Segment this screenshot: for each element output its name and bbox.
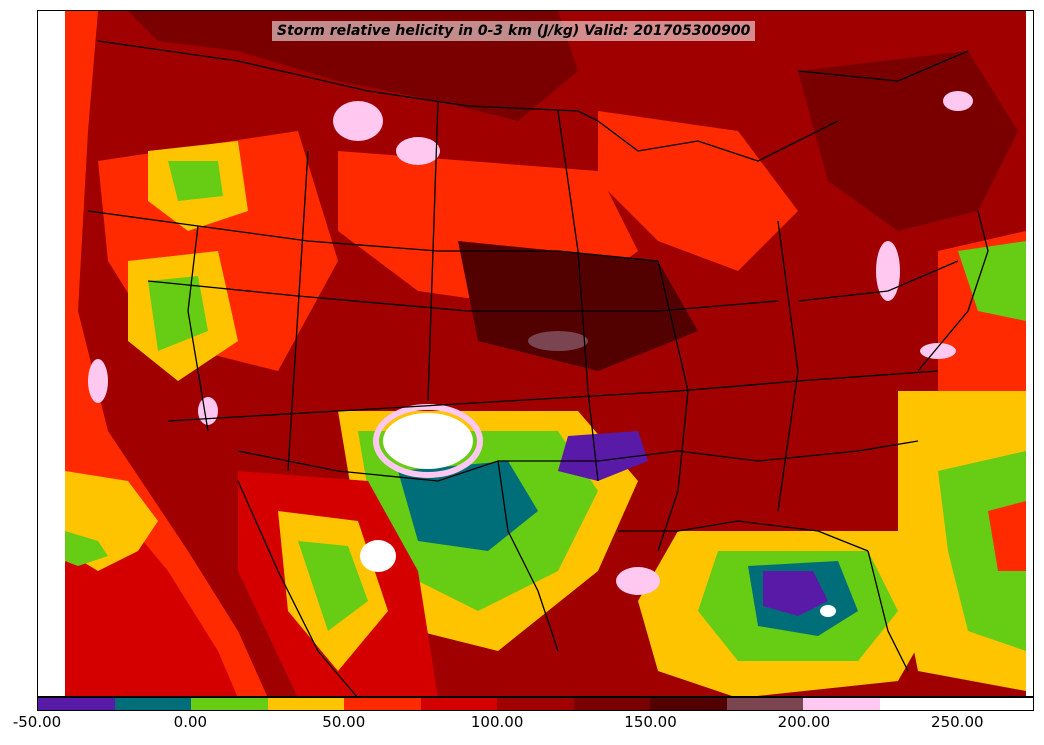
max-blob-west bbox=[88, 359, 108, 403]
political-borders bbox=[87, 40, 989, 696]
colorbar-segment bbox=[573, 698, 651, 710]
texas-teal bbox=[398, 461, 538, 551]
colorbar-segment bbox=[803, 698, 880, 710]
pacific-green-band bbox=[65, 531, 108, 566]
colorbar-tick-label: 50.00 bbox=[322, 713, 366, 731]
colorbar-segment bbox=[497, 698, 574, 710]
colorbar-segment bbox=[38, 698, 115, 710]
great-lakes-red bbox=[598, 111, 798, 271]
colorbar-tick-label: 0.00 bbox=[173, 713, 208, 731]
colorbar-segment bbox=[879, 698, 957, 710]
colorbar-segment bbox=[344, 698, 421, 710]
max-blob-kansas bbox=[383, 413, 473, 469]
atlantic-green-north bbox=[958, 241, 1026, 321]
max-blob-north bbox=[333, 101, 383, 141]
colorbar-tick-labels: -50.00 0.00 50.00 100.00 150.00 200.00 250.00 bbox=[0, 713, 1044, 735]
max-blob-canada bbox=[396, 137, 440, 165]
colorbar-tick-label: 250.00 bbox=[931, 713, 984, 731]
max-blob-arizona bbox=[198, 397, 218, 425]
mexico-green bbox=[298, 541, 368, 631]
colorbar-segment bbox=[191, 698, 268, 710]
max-blob-plains bbox=[528, 331, 588, 351]
colorbar bbox=[37, 697, 1034, 711]
map-layers bbox=[38, 11, 1026, 696]
max-blob-kansas-edge bbox=[373, 404, 483, 478]
central-dark bbox=[458, 241, 698, 371]
colorbar-segment bbox=[726, 698, 804, 710]
west-green-patches bbox=[168, 161, 223, 201]
colorbar-tick-label: 200.00 bbox=[777, 713, 831, 731]
max-blob-nm bbox=[360, 540, 396, 572]
colorbar-tick-label: -50.00 bbox=[12, 713, 62, 731]
gulf-purple bbox=[763, 571, 828, 616]
colorbar-segment bbox=[267, 698, 345, 710]
colorbar-tick-label: 100.00 bbox=[470, 713, 524, 731]
colorbar-tick-label: 150.00 bbox=[624, 713, 677, 731]
atlantic-green bbox=[938, 451, 1026, 651]
max-blob-northeast bbox=[876, 241, 900, 301]
oklahoma-purple bbox=[558, 431, 648, 481]
colorbar-segment bbox=[420, 698, 498, 710]
atlantic-red-east bbox=[988, 501, 1026, 571]
colorbar-segment bbox=[650, 698, 727, 710]
colorbar-segment bbox=[114, 698, 192, 710]
max-blob-ne-coast bbox=[943, 91, 973, 111]
max-blob-gulf bbox=[820, 605, 836, 617]
great-basin-green bbox=[148, 276, 208, 351]
max-blob-ohio bbox=[920, 343, 956, 359]
map-title: Storm relative helicity in 0-3 km (J/kg)… bbox=[272, 21, 756, 41]
colorbar-segment bbox=[956, 698, 1033, 710]
max-blob-louisiana bbox=[616, 567, 660, 595]
domain-margin bbox=[38, 11, 65, 696]
helicity-map bbox=[37, 10, 1034, 697]
